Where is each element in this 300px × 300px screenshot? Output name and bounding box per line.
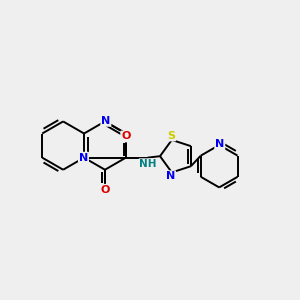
Text: N: N xyxy=(215,139,224,149)
Text: N: N xyxy=(166,171,175,181)
Text: NH: NH xyxy=(140,159,157,169)
Text: O: O xyxy=(121,131,130,142)
Text: N: N xyxy=(101,116,110,126)
Text: N: N xyxy=(79,153,88,163)
Text: S: S xyxy=(167,130,175,140)
Text: O: O xyxy=(100,185,110,195)
